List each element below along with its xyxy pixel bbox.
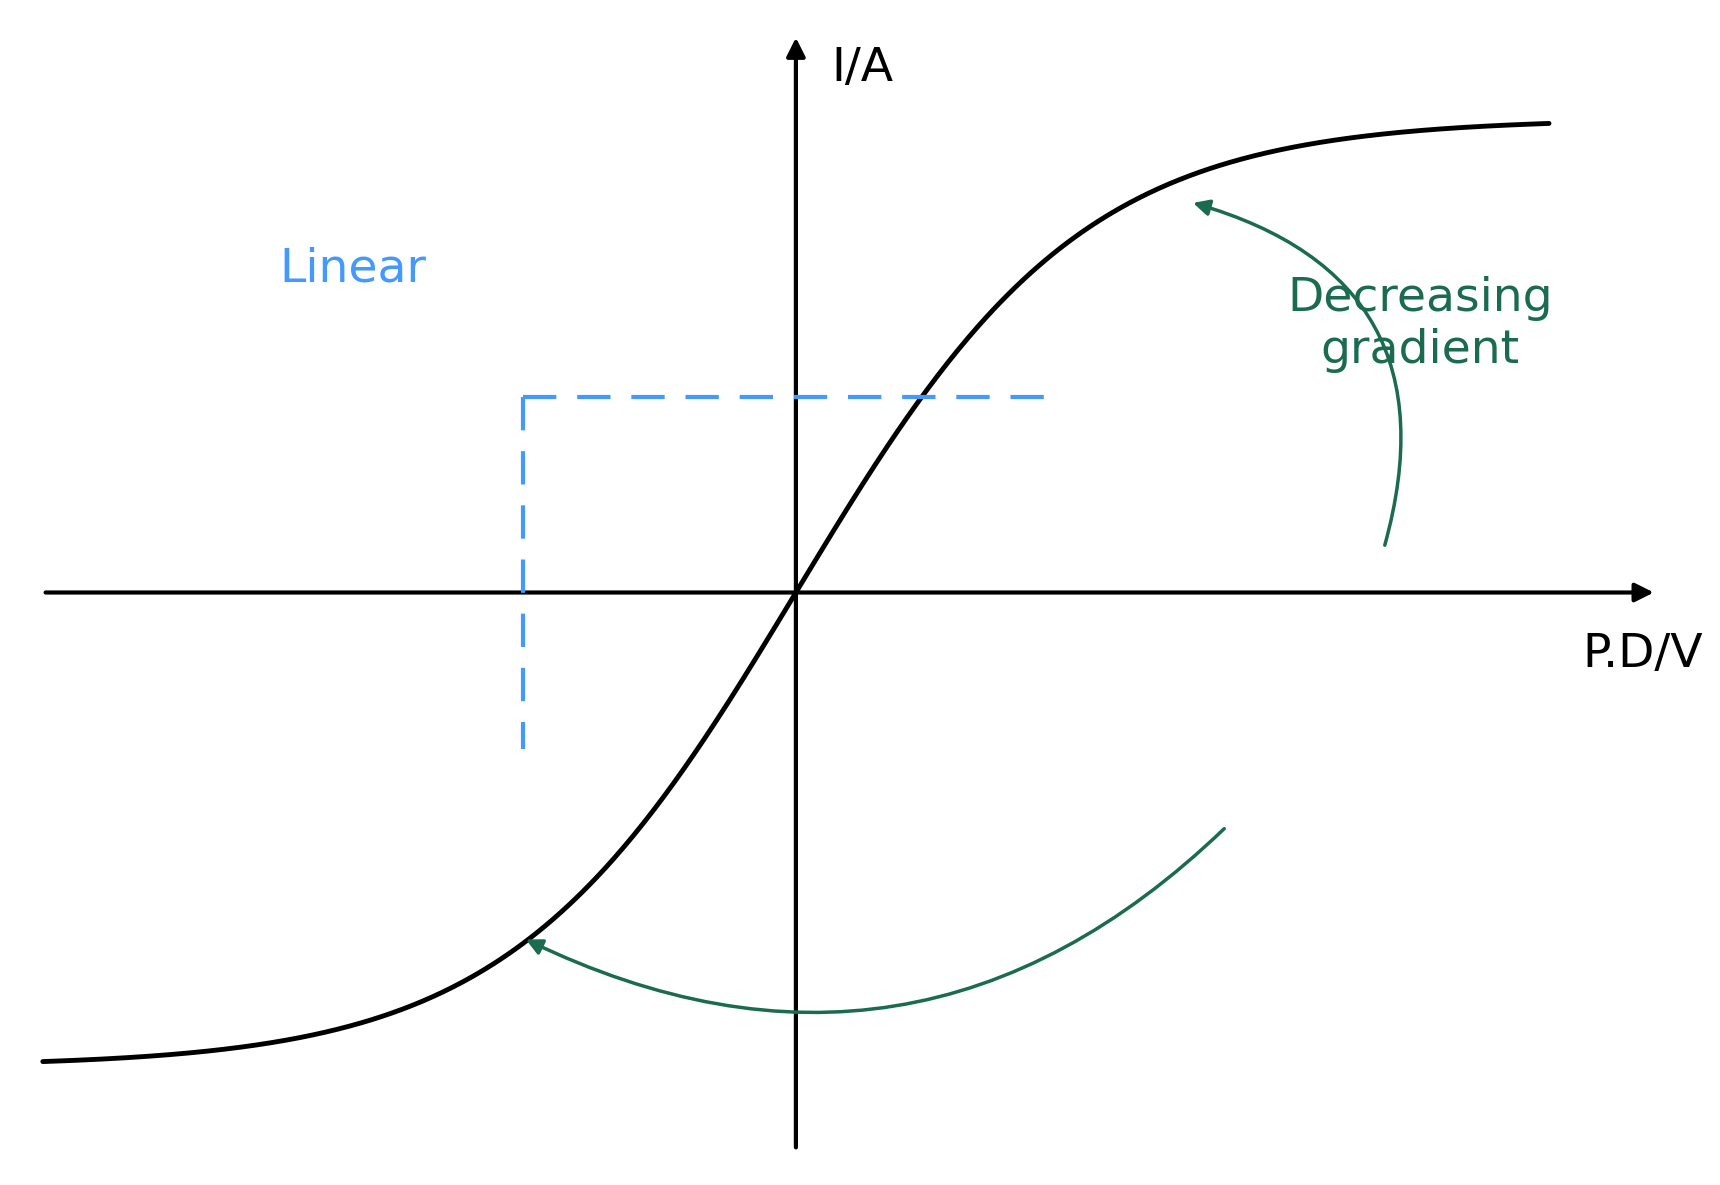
Text: I/A: I/A	[832, 46, 894, 91]
Text: Linear: Linear	[279, 246, 427, 292]
Text: Decreasing
gradient: Decreasing gradient	[1287, 276, 1553, 373]
Text: P.D/V: P.D/V	[1582, 632, 1703, 677]
